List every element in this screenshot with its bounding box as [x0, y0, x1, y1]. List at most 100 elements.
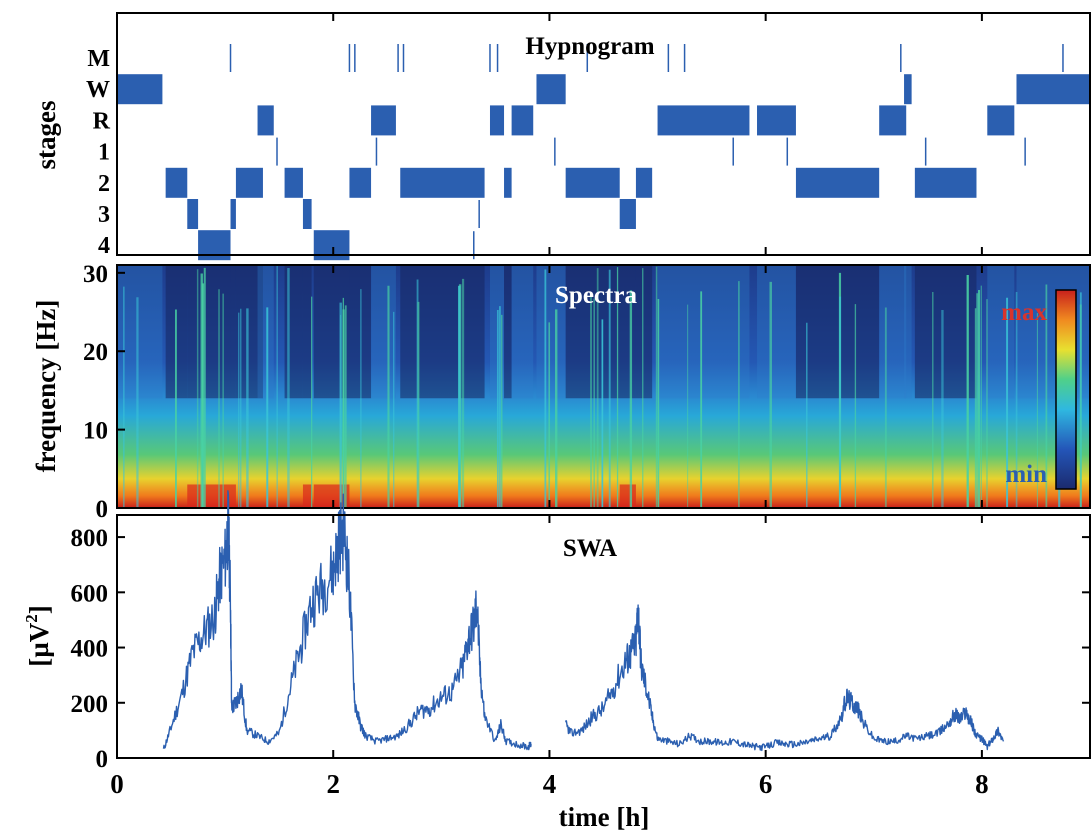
x-tick-label-0: 0: [110, 769, 124, 799]
hypnogram-segment-23: [879, 105, 907, 136]
spectrogram-texture: [117, 265, 1090, 508]
spectrogram-band-12: [400, 265, 485, 399]
spectra-ylabel: frequency [Hz]: [31, 300, 61, 473]
spectra-frame: [116, 264, 1091, 509]
spectrogram-band-19: [635, 265, 653, 399]
hypnogram-y-tick-labels: MWR 1 2 3 4: [86, 46, 111, 259]
swa-ylabel-close: ]: [24, 605, 54, 614]
spectrogram-band-15: [511, 265, 534, 399]
hypnogram-segment-16: [536, 74, 566, 105]
hypnogram-y-tick-label-M: M: [87, 46, 110, 72]
spectra-y-tick-label-20: 20: [83, 339, 108, 366]
swa-ticks: 0 200 400 600 800 0 2 4 6 8: [71, 515, 1090, 799]
hypnogram-frame: [116, 12, 1091, 256]
swa-ylabel: [µV2]: [22, 605, 54, 667]
spectrogram-band-4: [230, 265, 236, 399]
spectrogram-band-14: [504, 265, 512, 399]
hypnogram-segment-7: [284, 167, 303, 198]
swa-y-tick-label-0: 0: [96, 746, 109, 773]
hypnogram-segment-26: [987, 105, 1015, 136]
hypnogram-segment-2: [187, 199, 199, 229]
swa-frame: [116, 514, 1091, 759]
spectrogram-delta-8: [302, 484, 312, 508]
swa-y-tick-label-800: 800: [71, 525, 109, 552]
spectra-panel: 0 10 20 30 Spectra frequency [Hz] max min: [31, 261, 1091, 523]
swa-y-tick-label-200: 200: [71, 691, 109, 718]
hypnogram-segment-1: [165, 167, 188, 198]
spectrogram-band-25: [914, 265, 977, 399]
swa-series-line-1: [565, 604, 1005, 752]
spectrogram-band-11: [371, 265, 396, 399]
spectrogram-delta-3: [198, 484, 231, 508]
spectrogram-band-16: [536, 265, 566, 399]
hypnogram-segment-4: [230, 199, 236, 229]
spectrogram-artifact-streaks: [122, 265, 1082, 508]
hypnogram-marks: [117, 44, 1090, 261]
spectrogram-band-23: [879, 265, 907, 399]
swa-xlabel: time [h]: [559, 802, 650, 832]
spectrogram-band-22: [795, 265, 880, 399]
hypnogram-segment-10: [349, 167, 372, 198]
swa-ylabel-sup: 2: [22, 614, 41, 623]
swa-title: SWA: [563, 535, 617, 562]
spectrogram-band-26: [987, 265, 1015, 399]
spectrogram-delta-2: [187, 484, 199, 508]
colorbar-min-label: min: [1005, 461, 1047, 488]
x-tick-label-2: 2: [326, 769, 340, 799]
hypnogram-segment-12: [400, 167, 485, 198]
hypnogram-segment-8: [302, 199, 312, 229]
hypnogram-segment-17: [565, 167, 620, 198]
hypnogram-segment-27: [1016, 74, 1090, 105]
hypnogram-y-tick-label-W: W: [86, 77, 110, 103]
spectra-y-tick-label-30: 30: [83, 261, 108, 288]
colorbar-max-label: max: [1001, 299, 1047, 326]
swa-y-tick-label-400: 400: [71, 636, 109, 663]
hypnogram-segment-20: [657, 105, 750, 136]
spectra-y-tick-label-10: 10: [83, 418, 108, 445]
hypnogram-segment-22: [795, 167, 880, 198]
spectra-title: Spectra: [555, 282, 637, 309]
hypnogram-segment-19: [635, 167, 653, 198]
hypnogram-ylabel: stages: [31, 101, 61, 170]
hypnogram-y-tick-label-R: R: [93, 108, 111, 134]
spectrogram-band-24: [904, 265, 912, 399]
hypnogram-segment-11: [371, 105, 396, 136]
spectra-y-tick-label-0: 0: [96, 496, 109, 523]
hypnogram-segment-13: [489, 105, 505, 136]
hypnogram-y-tick-label-2: 2: [98, 171, 110, 197]
hypnogram-segment-5: [235, 167, 263, 198]
hypnogram-segment-24: [904, 74, 912, 105]
hypnogram-segment-21: [757, 105, 796, 136]
spectra-ticks: 0 10 20 30: [83, 261, 983, 523]
x-tick-label-4: 4: [543, 769, 557, 799]
spectrogram-band-2: [187, 265, 199, 399]
hypnogram-segment-25: [914, 167, 977, 198]
spectrogram-band-8: [302, 265, 312, 399]
hypnogram-panel: MWR 1 2 3 4 Hypnogram stages: [31, 12, 1091, 261]
hypnogram-y-tick-label-1: 1: [98, 140, 110, 166]
hypnogram-segment-6: [257, 105, 274, 136]
x-tick-label-8: 8: [975, 769, 989, 799]
hypnogram-segment-0: [117, 74, 163, 105]
hypnogram-y-tick-label-4: 4: [98, 233, 110, 259]
swa-series: [162, 490, 1005, 752]
hypnogram-title: Hypnogram: [525, 33, 654, 60]
hypnogram-y-tick-label-3: 3: [98, 202, 110, 228]
spectrogram-band-6: [257, 265, 274, 399]
swa-ylabel-text: [µV: [24, 622, 54, 667]
spectrogram-band-21: [757, 265, 796, 399]
hypnogram-x-ticks: [332, 13, 983, 255]
hypnogram-segment-15: [511, 105, 534, 136]
swa-series-line-0: [162, 490, 532, 751]
hypnogram-segment-18: [619, 199, 636, 229]
x-tick-label-6: 6: [759, 769, 773, 799]
hypnogram-segment-14: [504, 167, 512, 198]
spectrogram-delta-4: [230, 484, 236, 508]
swa-y-tick-label-600: 600: [71, 580, 109, 607]
spectrogram-band-17: [565, 265, 620, 399]
spectrogram-band-20: [657, 265, 750, 399]
spectrogram-band-27: [1016, 265, 1090, 399]
colorbar: [1055, 289, 1077, 490]
